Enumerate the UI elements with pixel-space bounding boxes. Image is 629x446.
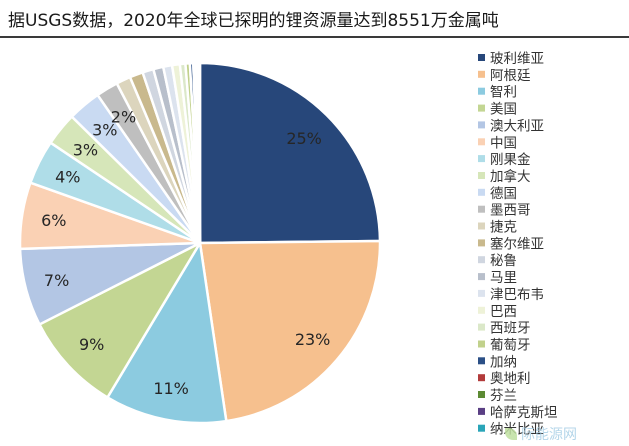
legend-label: 津巴布韦: [490, 287, 544, 303]
pie-data-label: 9%: [79, 335, 104, 354]
legend-swatch: [478, 70, 485, 78]
legend-swatch: [478, 357, 485, 365]
legend-label: 奥地利: [490, 370, 531, 387]
legend-swatch: [478, 138, 485, 146]
legend-label: 加拿大: [490, 168, 531, 185]
watermark-leaf-icon: [505, 428, 517, 440]
watermark-text: 际能源网: [521, 427, 577, 443]
legend-swatch: [478, 256, 485, 264]
legend-label: 巴西: [490, 304, 517, 320]
pie-slice: [198, 61, 382, 245]
legend-swatch: [478, 424, 485, 432]
legend-label: 玻利维亚: [490, 51, 544, 67]
pie-data-label: 23%: [295, 330, 331, 349]
legend-swatch: [478, 87, 485, 95]
legend-label: 中国: [490, 135, 517, 151]
legend-swatch: [478, 273, 485, 281]
legend-label: 哈萨克斯坦: [490, 405, 558, 421]
legend-swatch: [478, 188, 485, 196]
pie-data-labels: 25%23%11%9%7%6%4%3%3%2%: [41, 107, 330, 398]
legend-swatch: [478, 407, 485, 415]
pie-data-label: 25%: [286, 129, 322, 148]
pie-data-label: 6%: [41, 211, 66, 230]
legend-label: 捷克: [490, 220, 517, 236]
chart-title: 据USGS数据，2020年全球已探明的锂资源量达到8551万金属吨: [8, 11, 499, 31]
legend-swatch: [478, 121, 485, 129]
legend-label: 澳大利亚: [490, 118, 544, 134]
legend-label: 纳米比亚: [490, 422, 544, 438]
legend-swatch: [478, 289, 485, 297]
pie-slices: [18, 61, 382, 425]
title-divider: [0, 36, 629, 38]
pie-data-label: 7%: [44, 271, 69, 290]
legend-label: 加纳: [490, 354, 517, 370]
legend-label: 刚果金: [490, 152, 531, 168]
pie-slice: [198, 239, 382, 423]
pie-data-label: 2%: [111, 107, 136, 126]
pie-data-label: 4%: [55, 167, 80, 186]
legend-swatch: [478, 205, 485, 213]
legend-label: 马里: [490, 270, 517, 286]
legend-label: 秘鲁: [490, 253, 517, 269]
chart-legend: 玻利维亚阿根廷智利美国澳大利亚中国刚果金加拿大德国墨西哥捷克塞尔维亚秘鲁马里津巴…: [478, 51, 558, 438]
legend-swatch: [478, 306, 485, 314]
legend-label: 智利: [490, 85, 517, 101]
legend-swatch: [478, 222, 485, 230]
legend-swatch: [478, 54, 485, 61]
legend-swatch: [478, 104, 485, 112]
watermark: 际能源网: [505, 424, 625, 444]
legend-label: 墨西哥: [490, 203, 531, 219]
legend-label: 葡萄牙: [490, 338, 531, 354]
pie-slice: [38, 241, 202, 399]
legend-label: 西班牙: [490, 321, 531, 337]
legend-swatch: [478, 340, 485, 348]
pie-slice: [106, 241, 228, 425]
pie-data-label: 11%: [153, 379, 189, 398]
legend-label: 芬兰: [490, 388, 517, 404]
legend-label: 阿根廷: [490, 68, 531, 84]
legend-swatch: [478, 391, 485, 398]
pie-slice: [197, 61, 202, 245]
pie-data-label: 3%: [92, 121, 117, 140]
legend-swatch: [478, 374, 485, 382]
legend-label: 美国: [490, 102, 517, 118]
legend-label: 塞尔维亚: [490, 235, 544, 252]
legend-swatch: [478, 323, 485, 331]
legend-swatch: [478, 239, 485, 247]
legend-swatch: [478, 172, 485, 179]
legend-label: 德国: [490, 186, 517, 202]
legend-swatch: [478, 155, 485, 163]
pie-data-label: 3%: [73, 140, 98, 159]
